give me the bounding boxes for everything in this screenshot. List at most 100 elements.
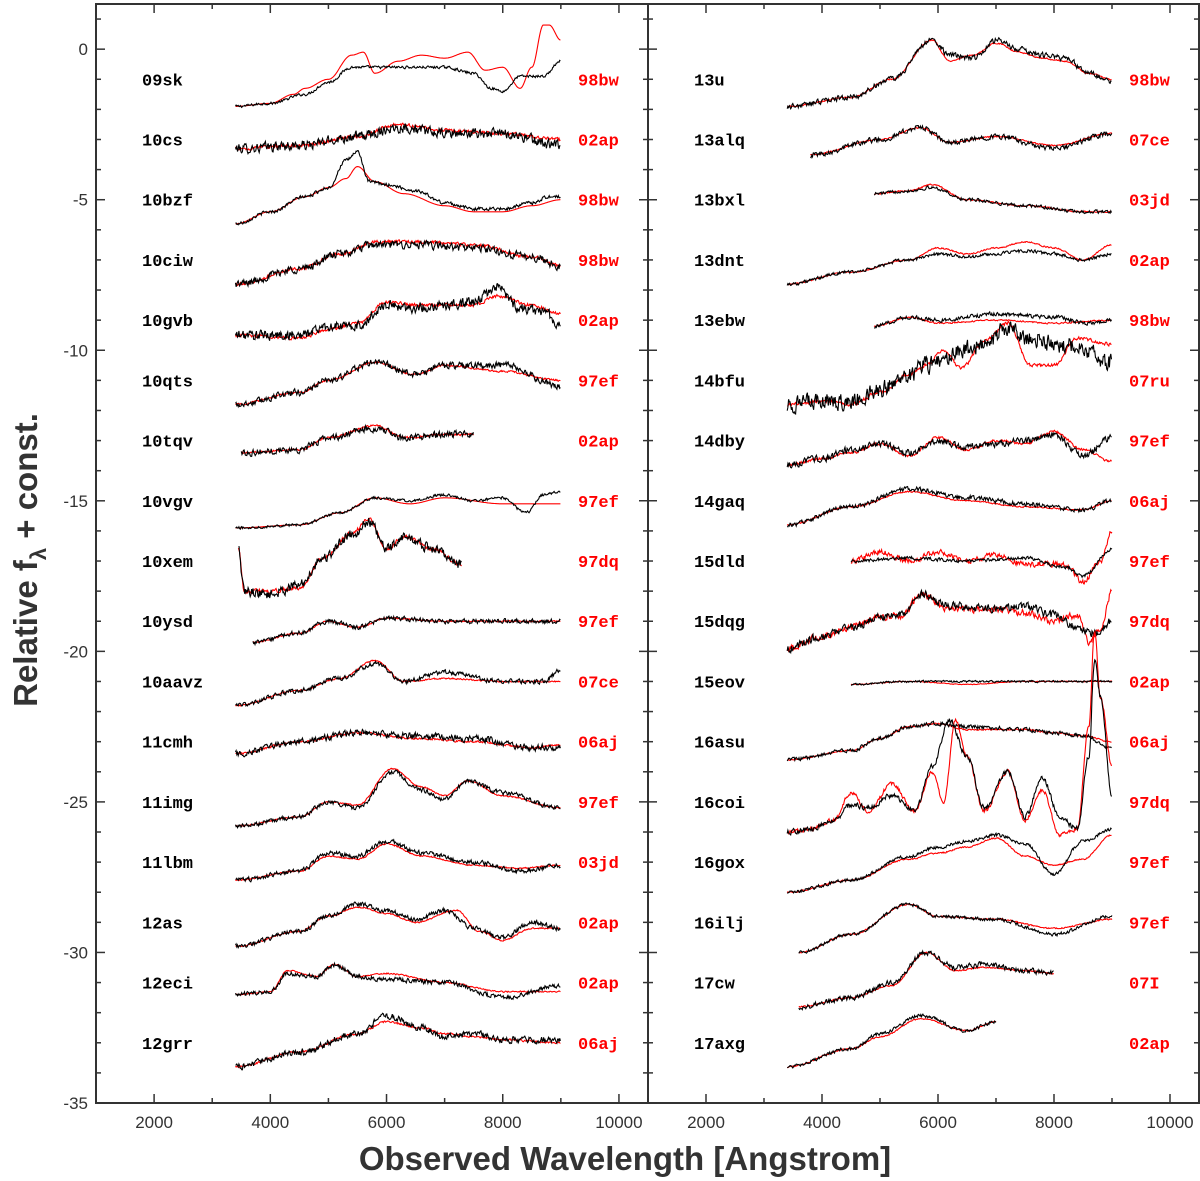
y-tick-label--25: -25 <box>63 793 88 812</box>
template-spectrum-15dld <box>850 531 1113 585</box>
panel-frames <box>95 3 1200 1104</box>
template-name-label: 02ap <box>1129 674 1170 693</box>
observed-spectrum-12grr <box>235 1012 561 1071</box>
x-tick-label-right-2000: 2000 <box>687 1113 725 1132</box>
template-spectrum-17axg <box>786 1017 997 1069</box>
sn-name-label: 14dby <box>694 434 745 453</box>
template-name-label: 97dq <box>1129 795 1170 814</box>
sn-name-label: 13dnt <box>694 253 745 272</box>
y-tick-label-0: 0 <box>79 40 88 59</box>
x-axis-title: Observed Wavelength [Angstrom] <box>359 1140 891 1177</box>
template-name-label: 07ce <box>1129 132 1170 151</box>
template-name-label: 02ap <box>578 434 619 453</box>
template-spectrum-09sk <box>235 24 561 107</box>
template-name-label: 97ef <box>578 373 619 392</box>
template-name-label: 97ef <box>1129 915 1170 934</box>
template-spectrum-10bzf <box>235 166 561 225</box>
sn-name-label: 11lbm <box>142 855 193 874</box>
observed-spectrum-16coi <box>786 658 1113 837</box>
y-axis-title-subscript: λ <box>26 548 51 560</box>
template-name-label: 06aj <box>1129 494 1170 513</box>
sn-name-label: 17cw <box>694 976 736 995</box>
sn-name-label: 09sk <box>142 72 183 91</box>
template-name-label: 06aj <box>578 1036 619 1055</box>
x-tick-label-left-10000: 10000 <box>595 1113 642 1132</box>
observed-spectrum-17cw <box>798 949 1054 1011</box>
y-tick-label--10: -10 <box>63 341 88 360</box>
sn-name-label: 11img <box>142 795 193 814</box>
sn-name-label: 14bfu <box>694 373 745 392</box>
observed-spectrum-12eci <box>234 961 561 1001</box>
template-name-label: 97ef <box>1129 855 1170 874</box>
template-spectrum-10qts <box>235 360 561 406</box>
observed-spectrum-14gaq <box>786 485 1112 528</box>
x-tick-label-right-8000: 8000 <box>1035 1113 1073 1132</box>
template-name-label: 02ap <box>578 132 619 151</box>
template-name-label: 07I <box>1129 976 1160 995</box>
template-name-label: 97ef <box>578 795 619 814</box>
sn-name-label: 16asu <box>694 735 745 754</box>
template-spectrum-13bxl <box>874 183 1112 214</box>
observed-spectrum-11lbm <box>235 838 561 883</box>
template-spectrum-13dnt <box>786 241 1112 286</box>
template-name-label: 98bw <box>1129 72 1171 91</box>
sn-name-label: 16ilj <box>694 915 745 934</box>
template-name-label: 02ap <box>578 976 619 995</box>
template-spectrum-10ciw <box>235 238 561 287</box>
observed-spectrum-10vgv <box>235 490 561 531</box>
observed-spectrum-16asu <box>786 720 1112 763</box>
x-tick-label-right-4000: 4000 <box>803 1113 841 1132</box>
y-tick-label--20: -20 <box>63 642 88 661</box>
template-name-label: 97ef <box>1129 554 1170 573</box>
template-name-label: 97dq <box>1129 614 1170 633</box>
observed-spectrum-14bfu <box>786 321 1113 415</box>
sn-name-label: 13bxl <box>694 193 745 212</box>
template-name-label: 97ef <box>578 494 619 513</box>
observed-spectrum-11cmh <box>235 728 561 758</box>
sn-name-label: 15eov <box>694 674 745 693</box>
template-name-label: 02ap <box>578 915 619 934</box>
observed-spectrum-10cs <box>234 122 561 156</box>
sn-name-label: 13ebw <box>694 313 746 332</box>
y-tick-label--35: -35 <box>63 1094 88 1113</box>
observed-spectrum-10gvb <box>234 283 561 341</box>
sn-name-label: 15dld <box>694 554 745 573</box>
template-spectrum-14dby <box>786 429 1112 467</box>
observed-spectrum-10tqv <box>240 423 475 458</box>
template-spectrum-10aavz <box>235 659 561 707</box>
y-axis-title-suffix: + const. <box>7 413 44 548</box>
template-name-label: 03jd <box>1129 193 1170 212</box>
template-spectrum-14bfu <box>786 320 1112 407</box>
observed-spectrum-15eov <box>850 679 1113 686</box>
template-name-label: 98bw <box>578 253 620 272</box>
template-name-label: 97dq <box>578 554 619 573</box>
observed-spectrum-10aavz <box>235 660 561 708</box>
template-name-label: 02ap <box>1129 1036 1170 1055</box>
template-spectrum-12eci <box>235 963 561 996</box>
template-name-label: 97ef <box>1129 434 1170 453</box>
template-name-label: 07ru <box>1129 373 1170 392</box>
template-spectrum-13alq <box>810 126 1113 156</box>
sn-name-label: 10bzf <box>142 193 193 212</box>
sn-name-label: 13u <box>694 72 725 91</box>
observed-spectrum-15dqg <box>786 588 1112 655</box>
template-spectrum-17cw <box>798 951 1054 1008</box>
sn-name-label: 14gaq <box>694 494 745 513</box>
x-tick-label-left-6000: 6000 <box>368 1113 406 1132</box>
sn-name-label: 10ysd <box>142 614 193 633</box>
sn-name-label: 16coi <box>694 795 745 814</box>
template-spectrum-16gox <box>786 834 1112 894</box>
template-name-label: 06aj <box>578 735 619 754</box>
sn-name-label: 15dqg <box>694 614 745 633</box>
sn-name-label: 17axg <box>694 1036 745 1055</box>
y-axis-title-main: Relative f <box>7 559 44 707</box>
y-tick-label--15: -15 <box>63 492 88 511</box>
observed-spectrum-16ilj <box>798 902 1113 954</box>
panel-frame-right <box>647 3 1200 1104</box>
sn-name-label: 13alq <box>694 132 745 151</box>
y-tick-label--30: -30 <box>63 943 88 962</box>
observed-spectrum-15dld <box>850 547 1113 579</box>
observed-spectrum-13dnt <box>786 248 1112 287</box>
template-name-label: 03jd <box>578 855 619 874</box>
sn-name-label: 10cs <box>142 132 183 151</box>
